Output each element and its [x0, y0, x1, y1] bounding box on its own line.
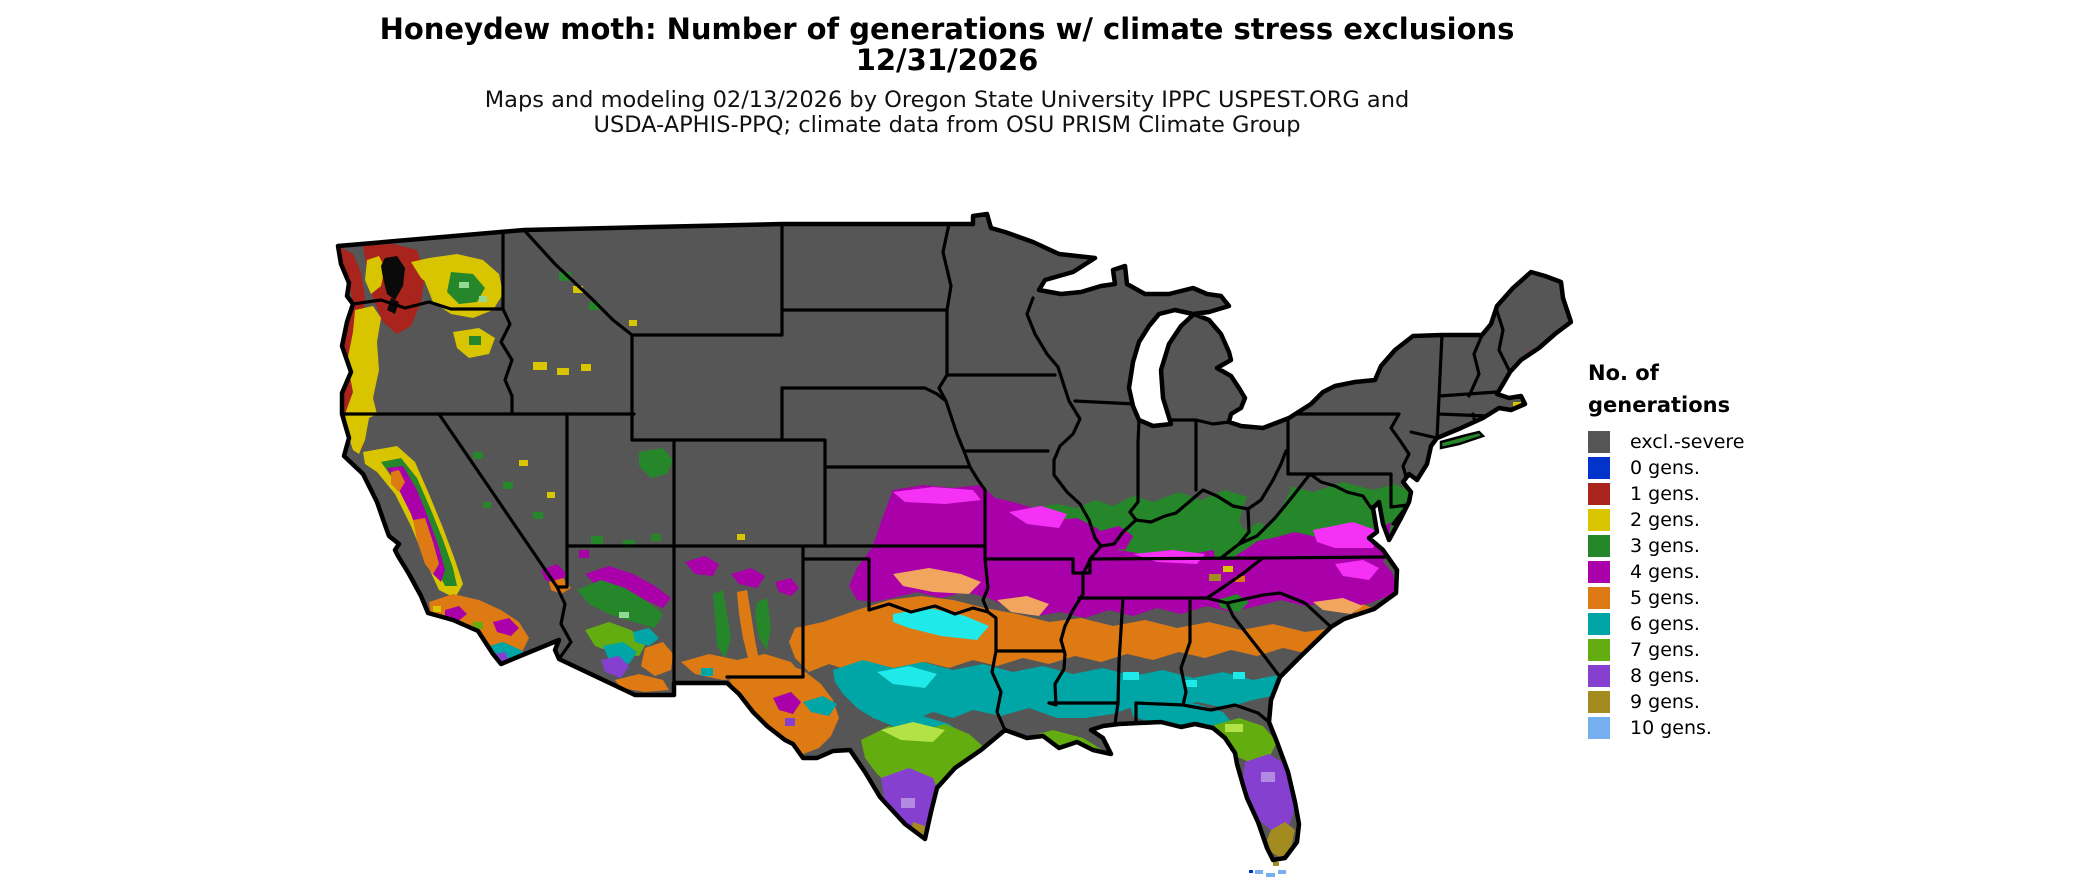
legend-item-5-gens: 5 gens.	[1588, 585, 1888, 611]
legend-item-10-gens: 10 gens.	[1588, 715, 1888, 741]
color-swatch-3-gens	[1588, 535, 1610, 557]
title-line1: Honeydew moth: Number of generations w/ …	[379, 12, 1515, 46]
region-west-detail	[338, 244, 837, 726]
legend-item-4-gens: 4 gens.	[1588, 559, 1888, 585]
legend-label: excl.-severe	[1630, 431, 1745, 453]
legend-label: 4 gens.	[1630, 561, 1700, 583]
color-swatch-excl	[1588, 431, 1610, 453]
subtitle-line1: Maps and modeling 02/13/2026 by Oregon S…	[484, 87, 1410, 113]
legend-title-line1: No. of	[1588, 361, 1659, 385]
legend-label: 1 gens.	[1630, 483, 1700, 505]
legend-item-0-gens: 0 gens.	[1588, 455, 1888, 481]
legend-label: 9 gens.	[1630, 691, 1700, 713]
legend-item-9-gens: 9 gens.	[1588, 689, 1888, 715]
title-date-line: 12/31/2026	[855, 43, 1039, 78]
region-moderate-shades	[877, 344, 1547, 808]
legend-item-7-gens: 7 gens.	[1588, 637, 1888, 663]
legend-title: No. of generations	[1588, 358, 1888, 421]
color-swatch-1-gens	[1588, 483, 1610, 505]
legend-item-excl-severe: excl.-severe	[1588, 429, 1888, 455]
legend-title-line2: generations	[1588, 392, 1731, 417]
legend-label: 8 gens.	[1630, 665, 1700, 687]
legend-label: 7 gens.	[1630, 639, 1700, 661]
subtitle: Maps and modeling 02/13/2026 by Oregon S…	[0, 87, 1894, 139]
long-island	[1439, 430, 1486, 450]
legend-item-1-gens: 1 gens.	[1588, 481, 1888, 507]
legend: No. of generations excl.-severe 0 gens. …	[1588, 358, 1888, 741]
color-swatch-5-gens	[1588, 587, 1610, 609]
legend-label: 0 gens.	[1630, 457, 1700, 479]
legend-item-3-gens: 3 gens.	[1588, 533, 1888, 559]
color-swatch-8-gens	[1588, 665, 1610, 687]
page-title: Honeydew moth: Number of generations w/ …	[0, 12, 1894, 78]
us-generations-map	[333, 202, 1573, 892]
color-swatch-0-gens	[1588, 457, 1610, 479]
color-swatch-7-gens	[1588, 639, 1610, 661]
legend-item-2-gens: 2 gens.	[1588, 507, 1888, 533]
legend-label: 5 gens.	[1630, 587, 1700, 609]
us-map-svg	[335, 211, 1573, 877]
florida-keys	[1249, 862, 1286, 877]
legend-label: 2 gens.	[1630, 509, 1700, 531]
legend-rows: excl.-severe 0 gens. 1 gens. 2 gens. 3 g…	[1588, 429, 1888, 741]
legend-item-6-gens: 6 gens.	[1588, 611, 1888, 637]
subtitle-line2: USDA-APHIS-PPQ; climate data from OSU PR…	[593, 112, 1301, 139]
legend-item-8-gens: 8 gens.	[1588, 663, 1888, 689]
color-swatch-9-gens	[1588, 691, 1610, 713]
conus-outline	[335, 211, 1573, 863]
legend-label: 3 gens.	[1630, 535, 1700, 557]
color-swatch-6-gens	[1588, 613, 1610, 635]
color-swatch-10-gens	[1588, 717, 1610, 739]
legend-label: 10 gens.	[1630, 717, 1712, 739]
legend-label: 6 gens.	[1630, 613, 1700, 635]
color-swatch-4-gens	[1588, 561, 1610, 583]
color-swatch-2-gens	[1588, 509, 1610, 531]
